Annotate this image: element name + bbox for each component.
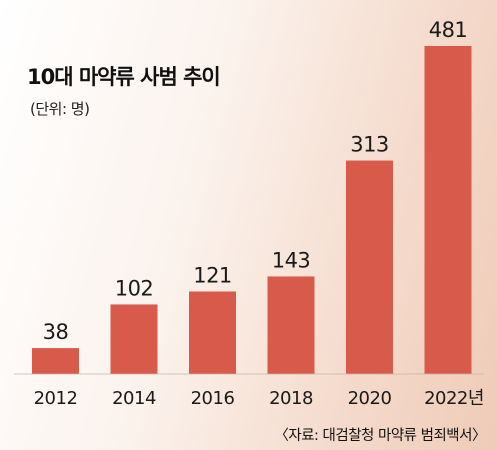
unit-label: (단위: 명)	[30, 100, 89, 118]
value-label-2012: 38	[43, 320, 69, 344]
category-label-2012: 2012	[34, 388, 78, 409]
category-label-2016: 2016	[191, 388, 235, 409]
category-label-2022년: 2022년	[424, 388, 484, 409]
category-label-2018: 2018	[269, 388, 313, 409]
category-label-2020: 2020	[348, 388, 392, 409]
category-label-2014: 2014	[112, 388, 156, 409]
chart-title: 10대 마약류 사범 추이	[27, 65, 220, 89]
value-label-2014: 102	[115, 276, 154, 300]
value-label-2020: 313	[350, 133, 389, 157]
value-label-2016: 121	[193, 263, 232, 287]
value-label-2018: 143	[272, 248, 311, 272]
bar-2016	[189, 291, 236, 374]
source-note: 〈자료: 대검찰청 마약류 범죄백서〉	[274, 427, 486, 444]
bars-layer: 38 2012 102 2014 121 2016 143 2018 313 2020 481 202…	[32, 18, 484, 409]
bar-2022년	[424, 46, 472, 374]
bar-2020	[346, 160, 393, 374]
bar-2018	[267, 276, 315, 374]
bar-2014	[110, 304, 158, 374]
bar-2012	[32, 348, 79, 374]
value-label-2022년: 481	[429, 18, 468, 42]
